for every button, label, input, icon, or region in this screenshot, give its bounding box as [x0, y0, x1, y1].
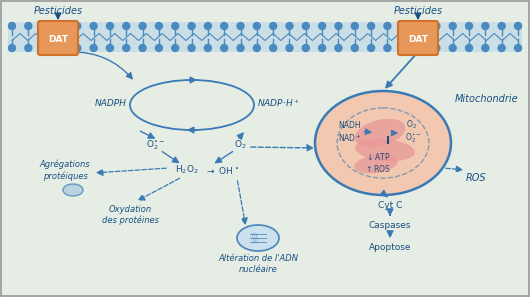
Circle shape	[515, 45, 522, 51]
Circle shape	[482, 45, 489, 51]
Ellipse shape	[63, 184, 83, 196]
Text: NAD$^+$: NAD$^+$	[338, 132, 362, 144]
Circle shape	[498, 23, 505, 29]
Text: Oxydation
des protéines: Oxydation des protéines	[102, 205, 158, 225]
Circle shape	[335, 45, 342, 51]
Ellipse shape	[354, 154, 398, 173]
Circle shape	[107, 45, 113, 51]
Circle shape	[319, 45, 325, 51]
Circle shape	[25, 23, 32, 29]
Text: O$_2$: O$_2$	[405, 119, 417, 131]
Circle shape	[139, 23, 146, 29]
Text: Mitochondrie: Mitochondrie	[455, 94, 519, 104]
Circle shape	[74, 45, 81, 51]
Text: NADH: NADH	[339, 121, 361, 129]
Text: $\to$ OH$^\bullet$: $\to$ OH$^\bullet$	[205, 165, 239, 176]
Circle shape	[25, 45, 32, 51]
Circle shape	[205, 45, 211, 51]
Circle shape	[400, 45, 407, 51]
Circle shape	[57, 45, 65, 51]
Text: O$_2$: O$_2$	[234, 139, 246, 151]
Text: Pesticides: Pesticides	[393, 6, 443, 16]
Circle shape	[465, 23, 473, 29]
Text: Caspases: Caspases	[369, 220, 411, 230]
Ellipse shape	[237, 225, 279, 251]
Text: NADP$\cdot$H$^+$: NADP$\cdot$H$^+$	[257, 97, 300, 109]
Circle shape	[384, 45, 391, 51]
Circle shape	[8, 23, 15, 29]
Text: ROS: ROS	[466, 173, 487, 183]
FancyBboxPatch shape	[38, 21, 78, 55]
Text: Agrégations
protéiques: Agrégations protéiques	[40, 159, 90, 181]
Circle shape	[253, 45, 260, 51]
Circle shape	[74, 23, 81, 29]
Circle shape	[449, 23, 456, 29]
Circle shape	[172, 45, 179, 51]
Circle shape	[302, 23, 310, 29]
Circle shape	[90, 23, 97, 29]
Circle shape	[433, 45, 440, 51]
Circle shape	[515, 23, 522, 29]
Bar	[8, 22, 522, 52]
Circle shape	[384, 23, 391, 29]
Circle shape	[57, 23, 65, 29]
Circle shape	[351, 23, 358, 29]
Circle shape	[286, 45, 293, 51]
Circle shape	[482, 23, 489, 29]
FancyBboxPatch shape	[398, 21, 438, 55]
Text: DAT: DAT	[408, 34, 428, 43]
Circle shape	[351, 45, 358, 51]
Text: O$_2^{\bullet-}$: O$_2^{\bullet-}$	[405, 131, 421, 145]
Text: NADPH: NADPH	[95, 99, 127, 108]
Circle shape	[41, 45, 48, 51]
Ellipse shape	[315, 91, 451, 195]
Text: Altération de l'ADN
nucléaire: Altération de l'ADN nucléaire	[218, 254, 298, 274]
Circle shape	[188, 23, 195, 29]
Circle shape	[123, 45, 130, 51]
Circle shape	[155, 45, 162, 51]
Circle shape	[286, 23, 293, 29]
Circle shape	[400, 23, 407, 29]
Circle shape	[253, 23, 260, 29]
Circle shape	[41, 23, 48, 29]
Circle shape	[188, 45, 195, 51]
Text: Apoptose: Apoptose	[369, 242, 411, 252]
Circle shape	[319, 23, 325, 29]
Circle shape	[368, 45, 375, 51]
Circle shape	[237, 23, 244, 29]
Circle shape	[107, 23, 113, 29]
Circle shape	[368, 23, 375, 29]
Ellipse shape	[355, 119, 405, 147]
Circle shape	[172, 23, 179, 29]
Circle shape	[417, 23, 423, 29]
Circle shape	[449, 45, 456, 51]
Circle shape	[8, 45, 15, 51]
Text: O$_2^{\bullet-}$: O$_2^{\bullet-}$	[146, 138, 164, 152]
Circle shape	[270, 23, 277, 29]
Text: H$_2$O$_2$: H$_2$O$_2$	[175, 164, 199, 176]
Circle shape	[139, 45, 146, 51]
Circle shape	[155, 23, 162, 29]
Circle shape	[205, 23, 211, 29]
Circle shape	[335, 23, 342, 29]
Circle shape	[417, 45, 423, 51]
Text: DAT: DAT	[48, 34, 68, 43]
Circle shape	[465, 45, 473, 51]
Circle shape	[302, 45, 310, 51]
Ellipse shape	[355, 139, 415, 161]
Text: Pesticides: Pesticides	[33, 6, 83, 16]
Circle shape	[220, 23, 228, 29]
Text: $\downarrow$ATP: $\downarrow$ATP	[365, 151, 391, 162]
Circle shape	[237, 45, 244, 51]
Circle shape	[498, 45, 505, 51]
Text: $\uparrow$ROS: $\uparrow$ROS	[365, 162, 392, 173]
Circle shape	[90, 45, 97, 51]
Circle shape	[220, 45, 228, 51]
Circle shape	[123, 23, 130, 29]
Text: I: I	[386, 136, 390, 146]
Circle shape	[270, 45, 277, 51]
Text: Cyt C: Cyt C	[378, 200, 402, 209]
Circle shape	[433, 23, 440, 29]
